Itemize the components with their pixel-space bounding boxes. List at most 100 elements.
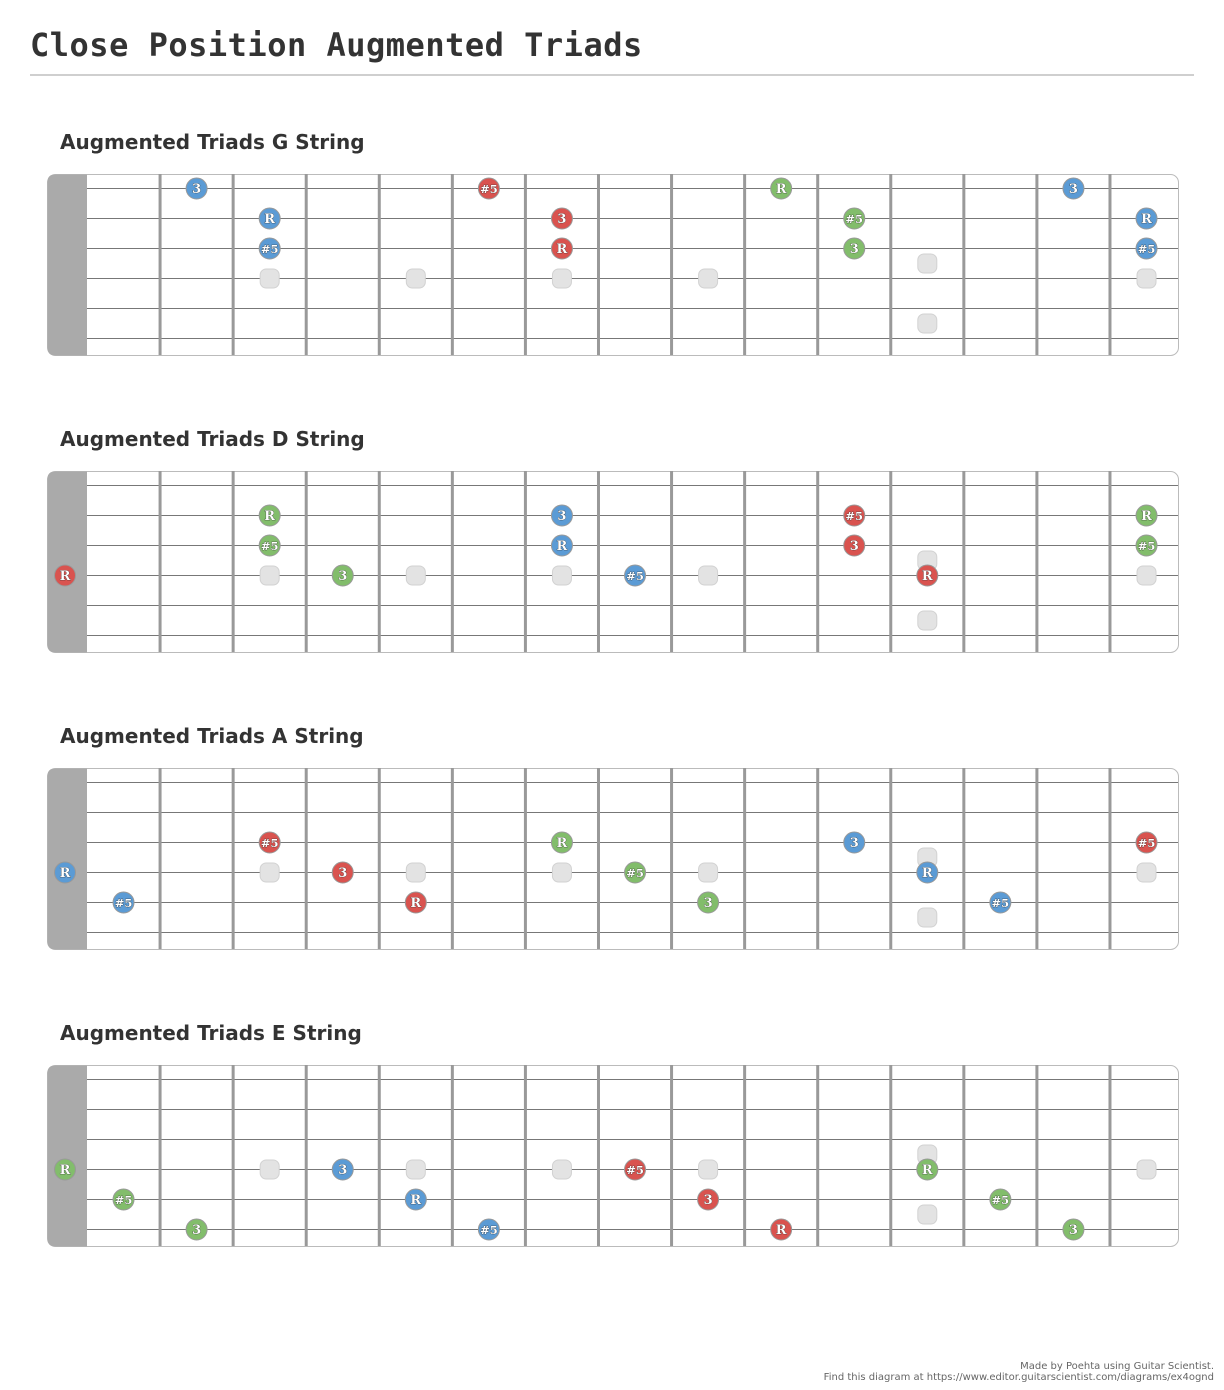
fret-number: 11 (844, 1258, 864, 1261)
note-marker: #5 (624, 564, 647, 587)
note-dot (989, 891, 1012, 914)
note-label: #5 (480, 1223, 498, 1237)
note-dot (1135, 831, 1158, 854)
note-label: 3 (850, 242, 859, 257)
note-label: #5 (1138, 242, 1156, 256)
note-dot (770, 1218, 793, 1241)
note-label: 3 (850, 836, 859, 851)
fret-number: 1 (118, 1258, 128, 1261)
note-label: #5 (626, 1163, 644, 1177)
fret-inlay (1136, 565, 1157, 586)
fret-inlay (917, 313, 938, 334)
fret-number: 4 (338, 961, 348, 964)
note-label: #5 (1138, 539, 1156, 553)
fret-inlay (1136, 862, 1157, 883)
note-dot (331, 1158, 354, 1181)
note-label: R (264, 509, 275, 524)
note-dot (1062, 1218, 1085, 1241)
fret-number: 7 (557, 1258, 567, 1261)
fret-number: 14 (1063, 664, 1083, 667)
note-marker: 3 (331, 861, 354, 884)
fret-inlay (698, 1159, 719, 1180)
note-label: #5 (845, 212, 863, 226)
note-marker: R (916, 1158, 939, 1181)
note-dot (843, 207, 866, 230)
fret-number: 2 (192, 367, 202, 370)
fret-number: 5 (411, 367, 421, 370)
fret-number: 3 (265, 664, 275, 667)
nut (47, 174, 87, 356)
note-label: 3 (338, 866, 347, 881)
note-dot (54, 861, 76, 884)
note-label: 3 (704, 1193, 713, 1208)
note-label: #5 (261, 242, 279, 256)
fret-inlay (405, 1159, 426, 1180)
note-dot (550, 534, 573, 557)
note-dot (843, 504, 866, 527)
fret-number: 7 (557, 961, 567, 964)
note-marker: 3 (843, 237, 866, 260)
fretboard-frame (47, 174, 1179, 356)
note-label: R (410, 1193, 421, 1208)
note-dot (477, 1218, 500, 1241)
fret-number: 11 (844, 367, 864, 370)
note-label: 3 (557, 212, 566, 227)
diagram-title: Augmented Triads A String (60, 724, 364, 748)
nut (47, 1065, 87, 1247)
note-dot (697, 1188, 720, 1211)
fret-number: 6 (484, 961, 494, 964)
note-dot (112, 1188, 135, 1211)
note-dot (697, 891, 720, 914)
diagram-title: Augmented Triads E String (60, 1021, 362, 1045)
note-marker: R (54, 564, 76, 587)
title-divider (30, 74, 1194, 76)
note-dot (258, 237, 281, 260)
note-label: R (60, 1163, 71, 1178)
fret-number: 5 (411, 664, 421, 667)
note-label: 3 (704, 896, 713, 911)
note-label: R (922, 569, 933, 584)
note-marker: R (404, 1188, 427, 1211)
note-label: 3 (850, 539, 859, 554)
note-marker: #5 (258, 831, 281, 854)
fret-number: 8 (630, 1258, 640, 1261)
note-marker: R (54, 861, 76, 884)
diagram-a-string: Augmented Triads A String 12345678910111… (0, 724, 1224, 964)
note-marker: R (54, 1158, 76, 1181)
diagram-d-string: Augmented Triads D String 12345678910111… (0, 427, 1224, 667)
note-label: #5 (115, 1193, 133, 1207)
fret-number: 8 (630, 664, 640, 667)
fret-inlay (551, 1159, 572, 1180)
note-label: #5 (261, 539, 279, 553)
fret-number: 8 (630, 367, 640, 370)
note-marker: #5 (624, 1158, 647, 1181)
note-label: #5 (261, 836, 279, 850)
fret-number: 14 (1063, 367, 1083, 370)
note-marker: R (770, 1218, 793, 1241)
fret-number: 4 (338, 664, 348, 667)
fret-number: 13 (990, 1258, 1010, 1261)
note-dot (258, 534, 281, 557)
note-label: #5 (626, 866, 644, 880)
fret-number: 10 (771, 961, 791, 964)
note-marker: R (550, 534, 573, 557)
note-marker: 3 (331, 564, 354, 587)
note-marker: #5 (258, 237, 281, 260)
note-label: 3 (557, 509, 566, 524)
fret-number: 1 (118, 961, 128, 964)
fret-inlay (917, 907, 938, 928)
fret-inlay (259, 862, 280, 883)
note-marker: #5 (989, 1188, 1012, 1211)
fret-number: 6 (484, 367, 494, 370)
fret-number: 10 (771, 367, 791, 370)
fret-inlay (1136, 1159, 1157, 1180)
note-label: #5 (626, 569, 644, 583)
note-dot (477, 177, 500, 200)
note-marker: 3 (843, 831, 866, 854)
nut (47, 768, 87, 950)
note-dot (843, 237, 866, 260)
note-marker: #5 (477, 177, 500, 200)
note-marker: R (916, 564, 939, 587)
note-label: R (264, 212, 275, 227)
